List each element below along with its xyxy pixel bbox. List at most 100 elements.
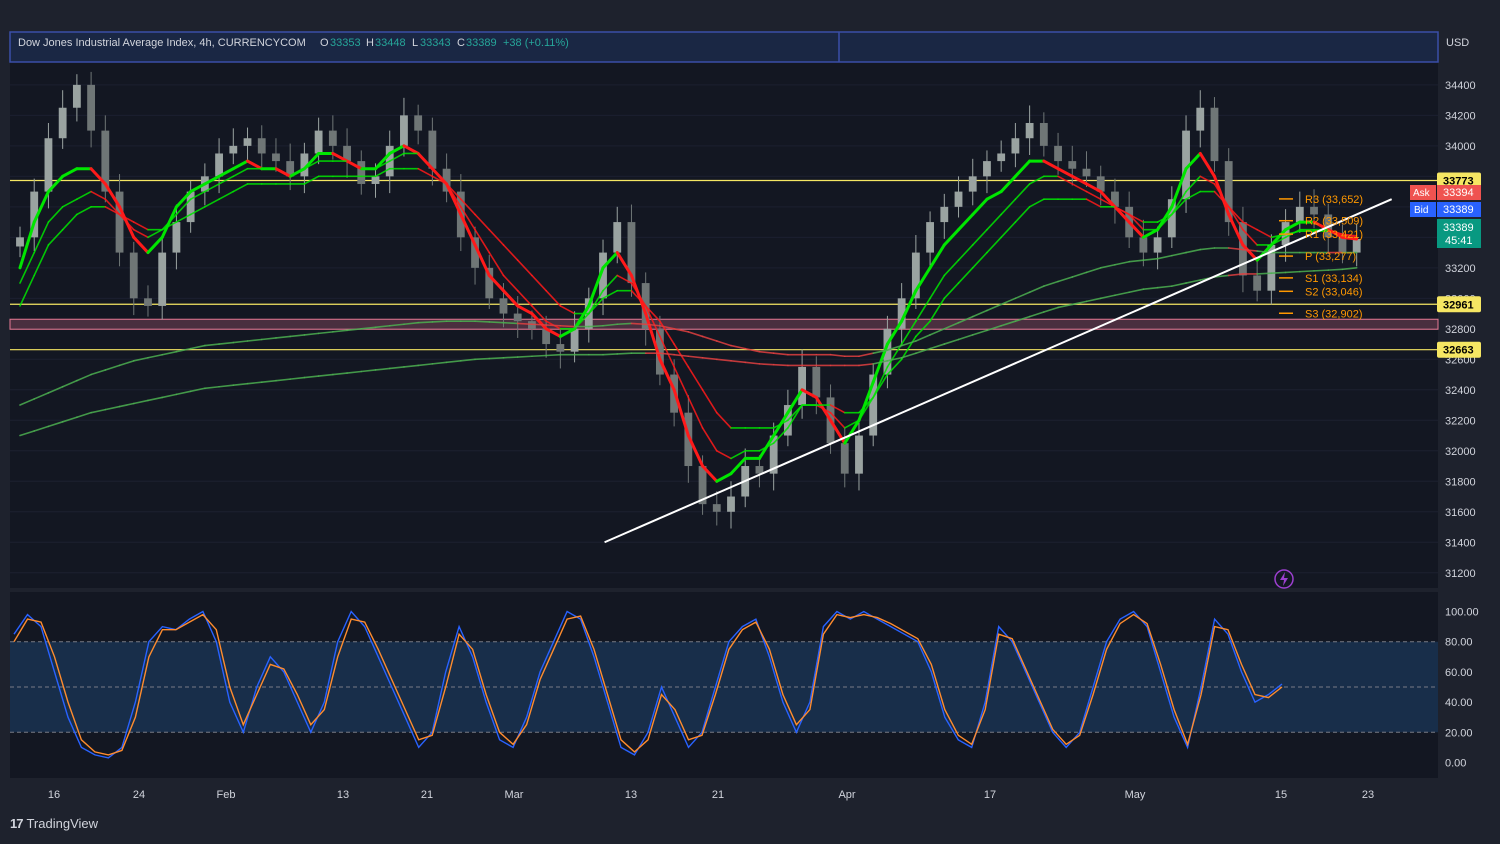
level-tag bbox=[1437, 341, 1481, 358]
moving-average-segment bbox=[302, 151, 321, 171]
moving-average-segment bbox=[872, 360, 889, 365]
candle-body bbox=[1167, 199, 1176, 238]
low-label: L bbox=[412, 37, 418, 49]
moving-average-segment bbox=[687, 366, 704, 391]
moving-average-segment bbox=[1085, 190, 1102, 201]
moving-average-segment bbox=[531, 323, 547, 326]
tv-logo-icon: 17 bbox=[10, 816, 24, 831]
moving-average-segment bbox=[729, 456, 747, 476]
moving-average-segment bbox=[986, 303, 1002, 312]
moving-average-segment bbox=[388, 144, 406, 155]
moving-average-segment bbox=[531, 305, 547, 322]
moving-average-segment bbox=[488, 356, 505, 360]
pivot-label: S3 (32,902) bbox=[1305, 308, 1362, 320]
moving-average-segment bbox=[630, 289, 647, 307]
moving-average-segment bbox=[915, 347, 931, 355]
moving-average-segment bbox=[1227, 247, 1244, 251]
moving-average-segment bbox=[502, 244, 519, 262]
moving-average-segment bbox=[474, 320, 491, 323]
moving-average-segment bbox=[900, 289, 918, 323]
moving-average-segment bbox=[346, 328, 363, 332]
candle-body bbox=[286, 161, 295, 177]
moving-average-segment bbox=[1213, 190, 1230, 208]
moving-average-segment bbox=[658, 357, 676, 392]
moving-average-segment bbox=[431, 361, 448, 365]
moving-average-segment bbox=[1313, 269, 1330, 272]
bid-tag bbox=[1410, 202, 1436, 217]
moving-average-segment bbox=[915, 334, 931, 342]
moving-average-segment bbox=[189, 206, 206, 216]
moving-average-segment bbox=[459, 212, 477, 247]
candle-body bbox=[954, 191, 963, 207]
candle-body bbox=[997, 153, 1006, 162]
moving-average-segment bbox=[289, 167, 306, 178]
moving-average-segment bbox=[445, 360, 462, 364]
moving-average-segment bbox=[61, 416, 78, 423]
moving-average-segment bbox=[147, 353, 163, 359]
moving-average-segment bbox=[530, 312, 548, 331]
moving-average-segment bbox=[857, 380, 875, 422]
moving-average-segment bbox=[303, 175, 320, 185]
moving-average-segment bbox=[33, 221, 50, 254]
tradingview-logo[interactable]: 17 TradingView bbox=[10, 816, 98, 831]
candle-body bbox=[613, 222, 622, 253]
moving-average-segment bbox=[1142, 286, 1159, 290]
candle-body bbox=[1310, 206, 1318, 215]
moving-average-segment bbox=[715, 472, 733, 483]
moving-average-segment bbox=[829, 411, 846, 429]
moving-average-segment bbox=[90, 408, 107, 414]
candle-body bbox=[129, 252, 138, 299]
moving-average-segment bbox=[76, 206, 92, 216]
moving-average-segment bbox=[1185, 175, 1202, 193]
moving-average-segment bbox=[1299, 270, 1315, 273]
moving-average-segment bbox=[89, 167, 107, 186]
moving-average-segment bbox=[573, 304, 591, 331]
moving-average-segment bbox=[46, 174, 65, 194]
moving-average-segment bbox=[630, 282, 647, 307]
moving-average-segment bbox=[61, 213, 78, 231]
y-tick-label: 32200 bbox=[1445, 415, 1476, 427]
ask-value: 33394 bbox=[1443, 187, 1474, 199]
x-tick-label: May bbox=[1125, 789, 1146, 801]
moving-average-segment bbox=[189, 387, 206, 393]
moving-average-segment bbox=[1184, 151, 1202, 171]
moving-average-segment bbox=[858, 396, 875, 414]
moving-average-segment bbox=[687, 396, 704, 429]
moving-average-segment bbox=[488, 321, 505, 324]
moving-average-segment bbox=[1113, 205, 1131, 224]
moving-average-segment bbox=[843, 419, 860, 429]
y-tick-label: 31400 bbox=[1445, 537, 1476, 549]
moving-average-segment bbox=[715, 358, 732, 362]
moving-average-segment bbox=[1170, 167, 1188, 209]
moving-average-segment bbox=[1071, 271, 1088, 278]
moving-average-segment bbox=[331, 151, 349, 163]
moving-average-segment bbox=[1141, 228, 1160, 239]
candle-body bbox=[712, 504, 721, 512]
moving-average-segment bbox=[1043, 306, 1059, 313]
moving-average-segment bbox=[76, 411, 92, 419]
moving-average-segment bbox=[1114, 206, 1130, 216]
candle-body bbox=[926, 222, 934, 253]
moving-average-segment bbox=[502, 356, 519, 359]
moving-average-segment bbox=[317, 373, 334, 377]
moving-average-segment bbox=[374, 160, 391, 170]
moving-average-segment bbox=[601, 251, 619, 270]
moving-average-segment bbox=[1056, 167, 1074, 178]
moving-average-segment bbox=[132, 235, 150, 255]
alert-icon[interactable] bbox=[1274, 569, 1294, 589]
moving-average-segment bbox=[587, 324, 604, 328]
x-tick-label: Feb bbox=[217, 789, 236, 801]
y-tick-label: 34400 bbox=[1445, 80, 1476, 92]
moving-average-segment bbox=[730, 449, 747, 460]
moving-average-segment bbox=[431, 167, 448, 185]
moving-average-segment bbox=[730, 344, 747, 350]
candle-body bbox=[1267, 244, 1276, 291]
candle-body bbox=[556, 344, 565, 352]
stochastic-pane[interactable] bbox=[10, 592, 1438, 778]
candle-body bbox=[769, 435, 778, 474]
moving-average-segment bbox=[1000, 320, 1017, 327]
moving-average-segment bbox=[417, 152, 434, 170]
moving-average-segment bbox=[1028, 311, 1045, 318]
moving-average-segment bbox=[701, 356, 718, 361]
